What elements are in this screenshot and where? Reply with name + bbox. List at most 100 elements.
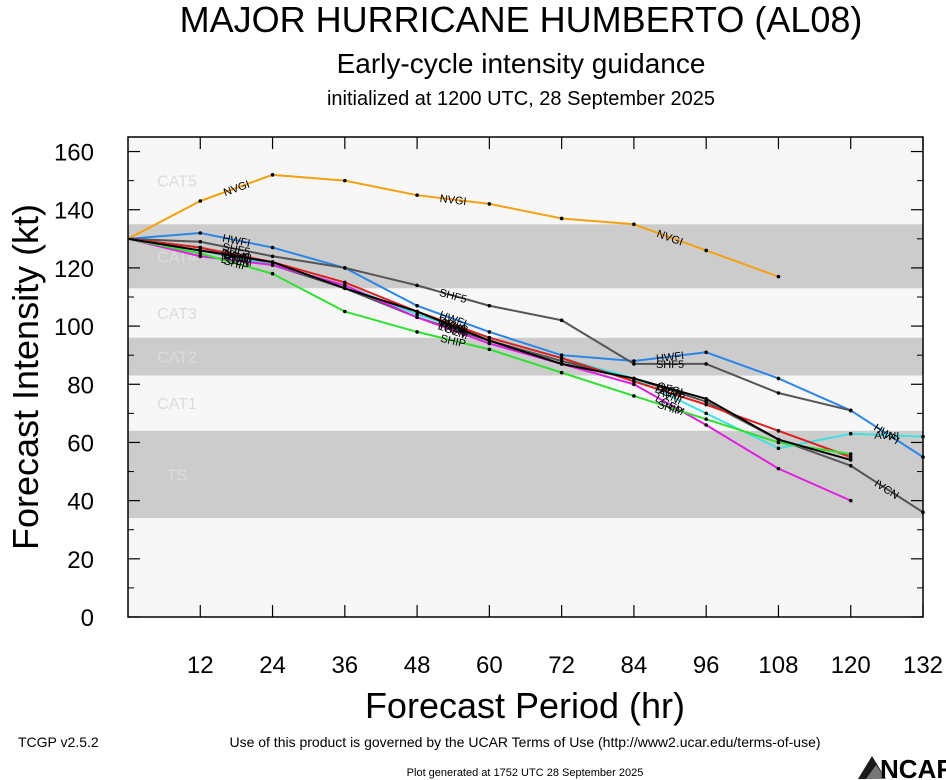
point-dshp: [198, 245, 203, 250]
point-hwfi: [632, 359, 636, 363]
point-ofci: [415, 309, 419, 314]
point-nvgi: [776, 274, 781, 279]
point-nvgi: [559, 216, 564, 221]
x-tick-label: 36: [331, 652, 358, 679]
x-tick-label: 132: [903, 652, 943, 679]
series-label-avni: AVNI: [874, 430, 899, 443]
series-label-shf5: SHF5: [656, 359, 684, 371]
y-tick-label: 100: [54, 314, 94, 341]
point-dshp: [776, 429, 781, 433]
x-axis-title: Forecast Period (hr): [365, 685, 685, 726]
point-hwfi: [776, 376, 781, 381]
y-tick-label: 0: [81, 605, 94, 632]
point-ship: [848, 452, 853, 456]
category-label-ts: TS: [167, 467, 187, 484]
category-label-cat1: CAT1: [157, 396, 197, 413]
point-shf5: [198, 239, 203, 244]
point-ship: [704, 417, 708, 421]
series-label-hwfi: HWFI: [221, 233, 251, 250]
band-cat4: [128, 224, 923, 289]
chart-title: MAJOR HURRICANE HUMBERTO (AL08): [180, 0, 863, 40]
category-label-cat5: CAT5: [157, 174, 197, 191]
point-ivcn: [559, 359, 564, 363]
point-shf5: [415, 283, 419, 288]
point-dshp: [343, 280, 347, 285]
point-lgem: [487, 341, 492, 346]
point-nvgi: [343, 178, 347, 183]
point-hwfi: [270, 245, 275, 250]
point-lgem: [848, 498, 853, 503]
point-ofci: [487, 338, 492, 343]
point-ship: [198, 251, 203, 256]
point-avni: [704, 411, 708, 416]
point-nvgi: [415, 193, 419, 197]
point-shf5: [270, 254, 275, 259]
point-ivcn: [848, 463, 853, 468]
series-label-ship: SHIP: [439, 333, 467, 351]
series-label-dshp: DSHP: [220, 247, 252, 265]
y-tick-label: 120: [54, 256, 94, 283]
point-hwfi: [559, 353, 564, 357]
axes-ticks: 12 24 36 48 60 72 84 96 108 120 132 0 20 40 60 80 100 120…: [54, 137, 943, 679]
point-ship: [776, 440, 781, 445]
point-ship: [487, 347, 492, 352]
x-tick-label: 120: [831, 652, 871, 679]
point-lgem: [632, 382, 636, 387]
x-tick-label: 48: [404, 652, 431, 679]
y-tick-label: 80: [67, 372, 94, 399]
point-lgem: [270, 263, 275, 267]
point-shf5: [487, 303, 492, 308]
point-nvgi: [270, 173, 275, 177]
point-lgem: [343, 283, 347, 288]
intensity-category-bands: [128, 137, 923, 617]
series-line-hwfi: [127, 232, 924, 458]
point-lgem: [704, 423, 708, 427]
y-tick-label: 160: [54, 140, 94, 167]
x-tick-label: 12: [187, 652, 214, 679]
point-lgem: [415, 315, 419, 320]
point-dshp: [704, 402, 708, 407]
point-nvgi: [704, 248, 708, 253]
point-dshp: [487, 335, 492, 340]
point-shf5: [632, 362, 636, 366]
y-axis-title: Forecast Intensity (kt): [5, 204, 46, 550]
x-tick-label: 60: [476, 652, 503, 679]
version-label: TCGP v2.5.2: [18, 734, 99, 750]
x-tick-label: 84: [621, 652, 648, 679]
point-hwfi: [704, 350, 708, 355]
series-label-nvgi: NVGI: [439, 193, 467, 208]
category-label-cat2: CAT2: [157, 350, 197, 367]
point-hwfi: [487, 330, 492, 334]
x-tick-label: 96: [693, 652, 720, 679]
point-shf5: [343, 266, 347, 270]
point-avni: [776, 446, 781, 451]
point-avni: [415, 312, 419, 317]
point-lgem: [198, 254, 203, 259]
point-shf5: [848, 408, 853, 413]
point-shf5: [776, 391, 781, 395]
point-ofci: [559, 362, 564, 366]
point-ofci: [198, 248, 203, 253]
series-label-hwfi: HWFI: [655, 350, 684, 365]
point-ofci: [704, 397, 708, 401]
terms-of-use: Use of this product is governed by the U…: [229, 734, 820, 750]
point-dshp: [559, 356, 564, 360]
point-ship: [632, 394, 636, 398]
initialized-time: initialized at 1200 UTC, 28 September 20…: [327, 88, 715, 110]
x-tick-label: 108: [758, 652, 798, 679]
point-dshp: [848, 455, 853, 459]
point-hwfi: [198, 231, 203, 235]
ncar-logo-text: NCAR: [880, 754, 946, 780]
y-tick-label: 40: [67, 489, 94, 516]
x-tick-label: 72: [548, 652, 575, 679]
point-ofci: [776, 437, 781, 442]
point-nvgi: [198, 199, 203, 203]
series-line-nvgi: [127, 173, 779, 278]
point-ofci: [270, 260, 275, 264]
point-avni: [848, 431, 853, 436]
point-ivcn: [704, 399, 708, 404]
point-ofci: [632, 376, 636, 381]
point-lgem: [776, 466, 781, 471]
ncar-logo: NCAR: [858, 754, 946, 780]
